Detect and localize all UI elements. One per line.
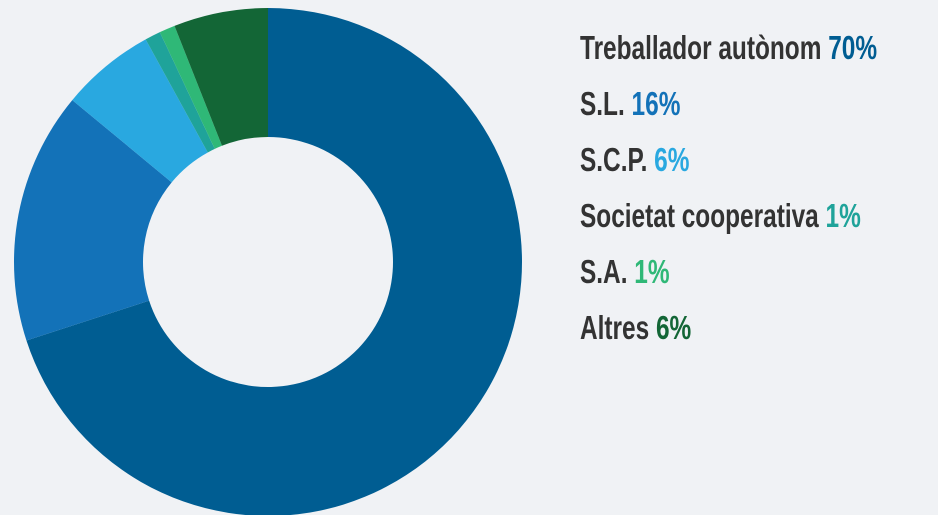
legend-value: 70% (828, 30, 877, 66)
donut-slice (26, 8, 522, 515)
donut-slice (159, 25, 222, 149)
legend-label: Altres (580, 310, 649, 346)
donut-slice (174, 8, 268, 146)
legend-entry: S.C.P. 6% (580, 142, 690, 178)
legend-text: Treballador autònom 70% (580, 30, 877, 66)
legend-entry: Treballador autònom 70% (580, 30, 877, 66)
legend-entry: Societat cooperativa 1% (580, 198, 861, 234)
legend-value: 6% (654, 142, 689, 178)
legend-value: 16% (632, 86, 681, 122)
legend-text: S.L. 16% (580, 86, 681, 122)
legend-value: 1% (634, 254, 669, 290)
legend-label: S.L. (580, 86, 625, 122)
donut-slice (72, 39, 208, 183)
legend-entry: S.L. 16% (580, 86, 681, 122)
legend-text: S.A. 1% (580, 254, 670, 290)
legend-text: Altres 6% (580, 310, 691, 346)
donut-slice (13, 100, 172, 341)
legend-label: Societat cooperativa (580, 198, 819, 234)
legend-entry: Altres 6% (580, 310, 691, 346)
legend-text: Societat cooperativa 1% (580, 198, 861, 234)
legend-entry: S.A. 1% (580, 254, 670, 290)
legend-text: S.C.P. 6% (580, 142, 690, 178)
legend-label: S.A. (580, 254, 627, 290)
legend-label: S.C.P. (580, 142, 647, 178)
legend-label: Treballador autònom (580, 30, 821, 66)
legend-value: 6% (656, 310, 691, 346)
donut-slice (145, 32, 215, 153)
legend-value: 1% (826, 198, 861, 234)
